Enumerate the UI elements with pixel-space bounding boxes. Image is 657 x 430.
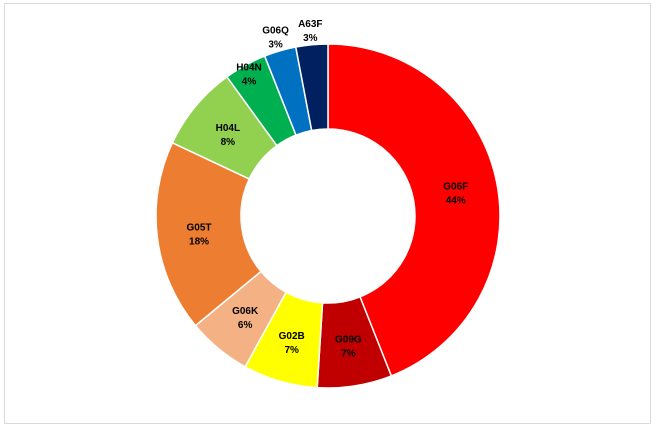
slice-label-g06q: G06Q 3%: [262, 25, 289, 50]
slice-g06f: [327, 43, 501, 377]
slice-a63f: [294, 43, 329, 132]
slice-g05t: [155, 141, 263, 327]
slice-label-h04l: H04L 8%: [216, 123, 240, 148]
slice-label-g06f: G06F 44%: [443, 182, 468, 207]
slice-label-g02b: G02B 7%: [279, 331, 305, 356]
slice-label-h04n: H04N 4%: [236, 62, 262, 87]
slice-label-a63f: A63F 3%: [298, 19, 322, 44]
slice-label-g06k: G06K 6%: [232, 306, 259, 331]
slice-label-g05t: G05T 18%: [187, 222, 212, 247]
slice-label-g09g: G09G 7%: [335, 334, 362, 359]
